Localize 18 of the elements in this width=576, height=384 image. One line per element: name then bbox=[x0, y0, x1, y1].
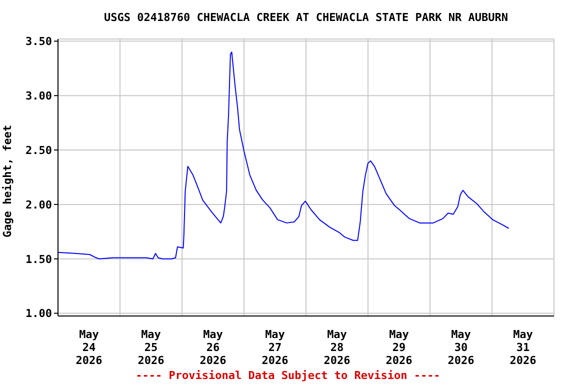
x-tick-label: May 31 2026 bbox=[510, 328, 537, 367]
x-tick-label: May 28 2026 bbox=[324, 328, 351, 367]
x-tick-label: May 26 2026 bbox=[200, 328, 227, 367]
chart-title: USGS 02418760 CHEWACLA CREEK AT CHEWACLA STATE PARK NR AUBURN bbox=[103, 11, 509, 24]
x-tick-label: May 29 2026 bbox=[386, 328, 413, 367]
y-tick-label: 3.00 bbox=[26, 90, 52, 102]
y-tick-label: 3.50 bbox=[26, 35, 52, 48]
x-tick-label: May 30 2026 bbox=[448, 328, 475, 367]
line-series bbox=[58, 52, 510, 260]
y-tick-label: 2.00 bbox=[26, 198, 52, 212]
x-tick-label: May 24 2026 bbox=[76, 328, 103, 367]
text: ---- Provisional Data Subject to Revision ---- bbox=[134, 369, 442, 382]
x-tick-label: May 27 2026 bbox=[262, 328, 289, 367]
y-tick-label: 2.50 bbox=[26, 144, 52, 157]
y-axis-title: Gage height, feet bbox=[0, 124, 14, 238]
y-tick-label: 1.50 bbox=[26, 252, 52, 266]
y-tick-label: 1.00 bbox=[26, 307, 52, 320]
x-tick-label: May 25 2026 bbox=[138, 328, 165, 367]
